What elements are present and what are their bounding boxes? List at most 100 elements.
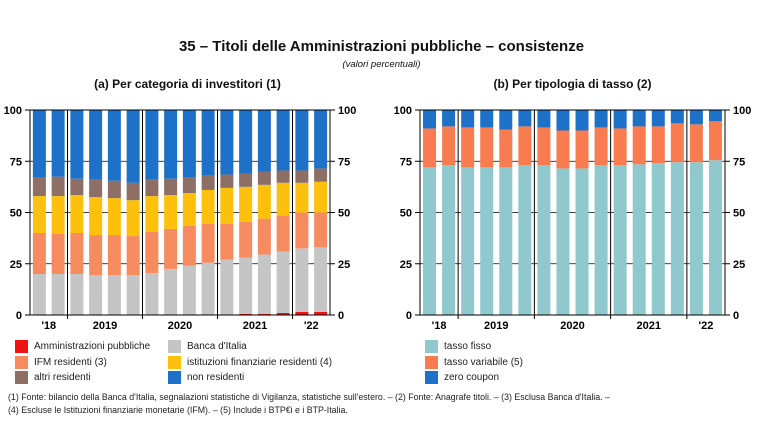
- legend-swatch-icon: [168, 340, 181, 354]
- bar-segment: [461, 110, 475, 128]
- bar-segment: [632, 126, 646, 165]
- stacked-bar-chart: '18 2019 2020 2021 '22 0 0 25 25 50 50 75 75 100 100: [4, 105, 357, 332]
- bar-segment: [70, 233, 84, 274]
- bar-segment: [32, 177, 46, 197]
- legend-item: non residenti: [168, 370, 332, 386]
- legend-swatch-icon: [15, 355, 28, 369]
- bar-segment: [126, 236, 140, 276]
- y-axis-label-right: 25: [338, 259, 350, 271]
- bar-segment: [314, 311, 328, 315]
- legend-item: tasso variabile (5): [425, 355, 523, 371]
- bar-segment: [70, 274, 84, 315]
- bar-segment: [314, 168, 328, 182]
- bar-segment: [670, 162, 684, 315]
- y-axis-label-right: 0: [338, 310, 344, 322]
- bar-segment: [107, 110, 121, 181]
- bar-segment: [145, 231, 159, 273]
- x-axis-label: 2019: [93, 320, 117, 332]
- x-axis-label: '18: [41, 320, 56, 332]
- bar-segment: [594, 127, 608, 166]
- legend-swatch-icon: [168, 355, 181, 369]
- y-axis-label-left: 75: [400, 156, 412, 168]
- legend-label: Amministrazioni pubbliche: [34, 341, 151, 353]
- bar-segment: [51, 176, 65, 197]
- legend-label: Banca d'Italia: [187, 341, 247, 353]
- bar-segment: [126, 200, 140, 237]
- bar-segment: [518, 165, 532, 315]
- bar-segment: [51, 274, 65, 315]
- bar-segment: [107, 198, 121, 236]
- bar-segment: [295, 182, 309, 213]
- bar-segment: [126, 182, 140, 201]
- bar-segment: [201, 175, 215, 190]
- x-axis-label: '18: [432, 320, 447, 332]
- bar-segment: [239, 221, 253, 258]
- panel-a-title: (a) Per categoria di investitori (1): [94, 77, 281, 91]
- stacked-bar-chart: '18 2019 2020 2021 '22 0 0 25 25 50 50 75 75 100 100: [394, 105, 752, 332]
- bar-segment: [239, 257, 253, 314]
- legend-item: IFM residenti (3): [15, 355, 168, 371]
- bar-segment: [201, 223, 215, 263]
- bar-segment: [164, 110, 178, 179]
- bar-segment: [518, 126, 532, 166]
- bar-segment: [461, 127, 475, 168]
- bar-segment: [708, 121, 722, 161]
- bar-segment: [314, 212, 328, 248]
- footnote-line-2: (4) Escluse le Istituzioni finanziarie m…: [8, 404, 348, 415]
- bar-segment: [708, 160, 722, 315]
- bar-segment: [423, 167, 437, 315]
- legend-column: Amministrazioni pubbliche IFM residenti (…: [15, 339, 168, 386]
- y-axis-label-left: 0: [16, 310, 22, 322]
- bar-segment: [164, 228, 178, 269]
- bar-segment: [556, 110, 570, 131]
- x-axis-label: '22: [699, 320, 714, 332]
- legend-item: zero coupon: [425, 370, 523, 386]
- bar-segment: [276, 251, 290, 313]
- legend-swatch-icon: [425, 371, 438, 385]
- legend-label: istituzioni finanziarie residenti (4): [187, 356, 333, 368]
- bar-segment: [670, 123, 684, 163]
- bar-segment: [220, 223, 234, 260]
- footnote: (1) Fonte: bilancio della Banca d'Italia…: [8, 391, 761, 416]
- y-axis-label-left: 100: [4, 105, 22, 117]
- legend-swatch-icon: [425, 355, 438, 369]
- bar-segment: [257, 254, 271, 314]
- bar-segment: [257, 184, 271, 219]
- bar-segment: [670, 110, 684, 124]
- legend-item: istituzioni finanziarie residenti (4): [168, 355, 332, 371]
- bar-segment: [442, 165, 456, 315]
- chart-investor-categories: '18 2019 2020 2021 '22 0 0 25 25 50 50 75 75 100 100: [0, 98, 370, 338]
- x-axis-label: 2021: [637, 320, 661, 332]
- bar-segment: [145, 272, 159, 315]
- y-axis-label-right: 75: [733, 156, 745, 168]
- bar-segment: [51, 110, 65, 177]
- bar-segment: [276, 110, 290, 171]
- bar-segment: [480, 110, 494, 128]
- legend-investor-categories: Amministrazioni pubbliche IFM residenti (…: [15, 339, 332, 386]
- bar-segment: [107, 235, 121, 276]
- bar-segment: [145, 110, 159, 180]
- bar-segment: [164, 195, 178, 229]
- legend-swatch-icon: [15, 371, 28, 385]
- legend-item: Banca d'Italia: [168, 339, 332, 355]
- bar-segment: [276, 182, 290, 216]
- bar-segment: [499, 110, 513, 130]
- bar-segment: [575, 110, 589, 131]
- bar-segment: [708, 110, 722, 122]
- legend-label: tasso variabile (5): [444, 356, 523, 368]
- bar-segment: [575, 168, 589, 315]
- bar-segment: [32, 233, 46, 274]
- legend-swatch-icon: [15, 340, 28, 354]
- y-axis-label-right: 100: [733, 105, 751, 117]
- bar-segment: [182, 193, 196, 226]
- panel-b-title: (b) Per tipologia di tasso (2): [493, 77, 652, 91]
- y-axis-label-right: 0: [733, 310, 739, 322]
- bar-segment: [575, 130, 589, 169]
- legend-item: tasso fisso: [425, 339, 523, 355]
- bar-segment: [518, 110, 532, 127]
- bar-segment: [257, 171, 271, 185]
- bar-segment: [89, 110, 103, 180]
- bar-segment: [51, 234, 65, 274]
- bar-segment: [32, 274, 46, 315]
- y-axis-label-left: 50: [10, 208, 22, 220]
